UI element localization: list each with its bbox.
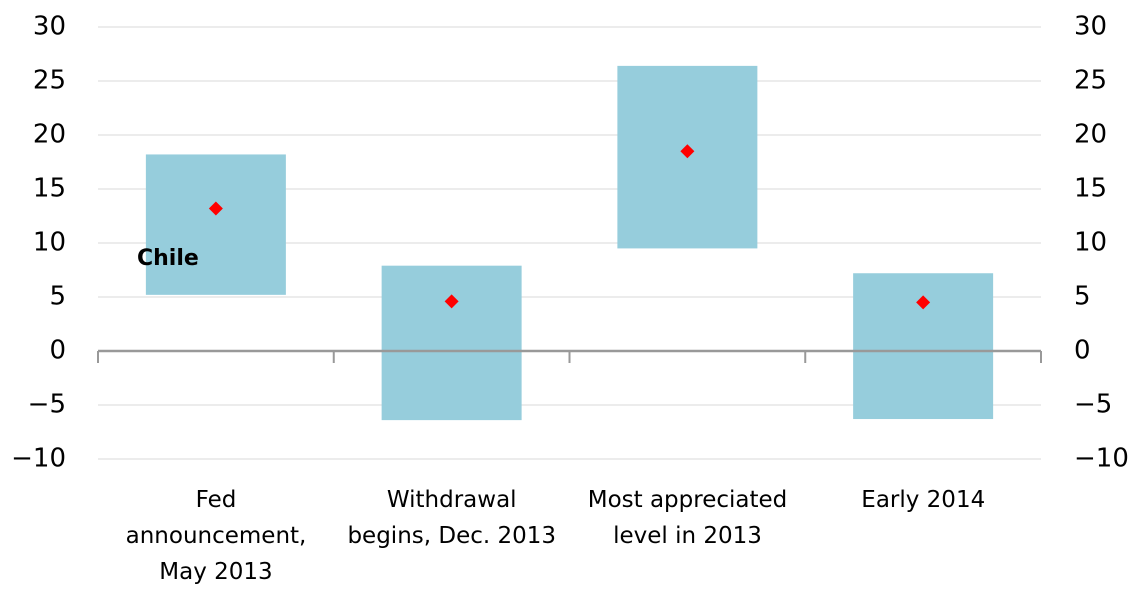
y-tick-label: 30 (33, 12, 66, 42)
x-tick-label: Withdrawal begins, Dec. 2013 (347, 487, 557, 549)
marker (680, 144, 695, 159)
range-bar (381, 265, 522, 421)
y2-tick-label: 10 (1074, 228, 1107, 258)
y-tick-label: −10 (11, 444, 66, 474)
range-bar (145, 154, 286, 295)
y2-tick-label: −5 (1074, 390, 1112, 420)
x-tick-label: Early 2014 (861, 487, 986, 513)
marker (444, 294, 459, 309)
y-tick-label: −5 (28, 390, 66, 420)
y2-tick-label: 5 (1074, 282, 1091, 312)
y-tick-label: 15 (33, 174, 66, 204)
x-tick-label: Fed announcement, May 2013 (125, 487, 307, 585)
y-tick-label: 25 (33, 66, 66, 96)
y2-tick-label: 0 (1074, 336, 1091, 366)
y2-tick-label: 30 (1074, 12, 1107, 42)
y-tick-label: 20 (33, 120, 66, 150)
range-bar (853, 273, 994, 420)
y-tick-label: 0 (49, 336, 66, 366)
y-tick-label: 5 (49, 282, 66, 312)
y2-tick-label: 25 (1074, 66, 1107, 96)
y2-tick-label: 15 (1074, 174, 1107, 204)
annotation: Chile (137, 246, 199, 271)
x-tick-label: Most appreciated level in 2013 (587, 487, 788, 549)
y2-tick-label: 20 (1074, 120, 1107, 150)
y-tick-label: 10 (33, 228, 66, 258)
marker (916, 295, 931, 310)
y2-tick-label: −10 (1074, 444, 1129, 474)
marker (208, 201, 223, 216)
